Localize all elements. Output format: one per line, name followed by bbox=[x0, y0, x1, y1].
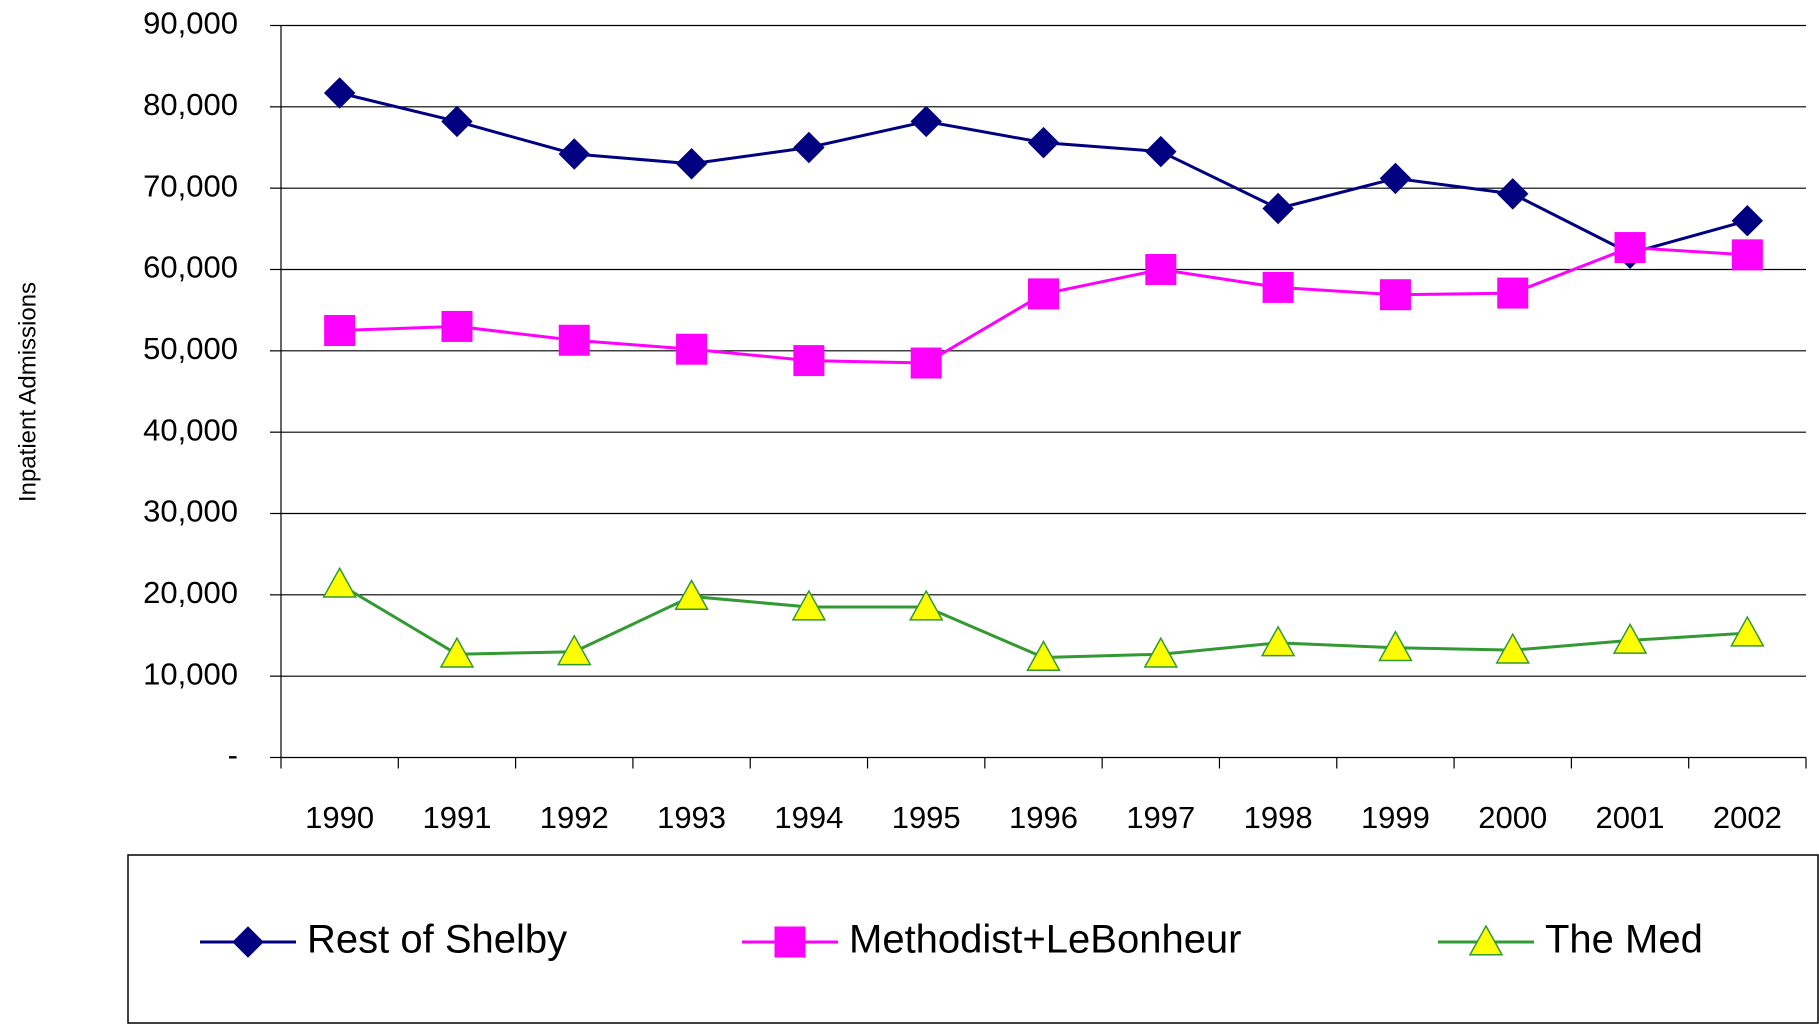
data-point bbox=[1730, 615, 1765, 647]
data-point bbox=[441, 310, 473, 342]
data-point bbox=[1260, 625, 1296, 657]
data-point bbox=[1262, 271, 1294, 303]
y-tick-label: 30,000 bbox=[143, 494, 238, 529]
data-point bbox=[793, 345, 825, 377]
y-tick-label: 70,000 bbox=[143, 168, 238, 203]
data-point bbox=[441, 105, 473, 138]
x-tick-label: 1995 bbox=[892, 800, 961, 835]
x-tick-label: 1991 bbox=[422, 800, 491, 835]
data-point bbox=[1379, 279, 1411, 311]
y-tick-label: 90,000 bbox=[143, 6, 238, 41]
legend-label: The Med bbox=[1545, 918, 1703, 962]
legend-marker bbox=[1468, 924, 1504, 956]
y-tick-label: 80,000 bbox=[143, 87, 238, 122]
x-tick-label: 1998 bbox=[1244, 800, 1313, 835]
legend-label: Methodist+LeBonheur bbox=[849, 918, 1242, 962]
data-point bbox=[1612, 622, 1648, 654]
data-point bbox=[1026, 639, 1061, 672]
y-tick-label: 40,000 bbox=[143, 412, 238, 447]
data-point bbox=[1731, 204, 1764, 237]
x-tick-label: 2001 bbox=[1596, 800, 1665, 835]
legend-label: Rest of Shelby bbox=[307, 918, 567, 962]
y-tick-label: 50,000 bbox=[143, 331, 238, 366]
x-tick-label: 1999 bbox=[1361, 800, 1430, 835]
data-point bbox=[558, 324, 590, 356]
data-point bbox=[1495, 632, 1531, 664]
data-point bbox=[1143, 636, 1179, 668]
legend-box bbox=[127, 854, 1819, 1024]
y-tick-label: 10,000 bbox=[143, 656, 238, 691]
data-point bbox=[1262, 192, 1294, 225]
data-point bbox=[1027, 126, 1060, 159]
data-point bbox=[1028, 278, 1059, 310]
data-point bbox=[323, 77, 356, 109]
y-tick-label: - bbox=[228, 738, 238, 773]
data-point bbox=[1731, 239, 1763, 271]
data-point bbox=[1145, 135, 1177, 168]
data-point bbox=[558, 138, 590, 170]
y-axis-label: Inpatient Admissions bbox=[14, 282, 41, 502]
x-tick-label: 1990 bbox=[305, 800, 374, 835]
data-point bbox=[1145, 254, 1177, 285]
data-point bbox=[1378, 630, 1413, 662]
x-tick-label: 1997 bbox=[1126, 800, 1195, 835]
data-point bbox=[675, 148, 708, 180]
data-point bbox=[439, 636, 475, 668]
data-point bbox=[322, 566, 357, 598]
series-line bbox=[339, 91, 1748, 255]
x-tick-label: 1993 bbox=[657, 800, 726, 835]
y-tick-label: 20,000 bbox=[143, 575, 238, 610]
data-point bbox=[1497, 277, 1529, 309]
x-tick-label: 1994 bbox=[774, 800, 843, 835]
x-tick-label: 1992 bbox=[540, 800, 609, 835]
x-tick-label: 2002 bbox=[1713, 800, 1782, 835]
data-point bbox=[1379, 162, 1412, 195]
x-tick-label: 2000 bbox=[1478, 800, 1547, 835]
data-point bbox=[1614, 232, 1646, 264]
legend-marker bbox=[774, 926, 806, 958]
data-point bbox=[793, 131, 825, 164]
data-point bbox=[556, 634, 592, 666]
data-point bbox=[908, 589, 944, 621]
data-point bbox=[324, 315, 356, 346]
legend-marker bbox=[232, 926, 264, 958]
data-point bbox=[674, 578, 709, 611]
data-point bbox=[910, 347, 942, 379]
x-tick-label: 1996 bbox=[1009, 800, 1078, 835]
data-point bbox=[791, 589, 827, 621]
data-point bbox=[910, 105, 942, 138]
data-point bbox=[1497, 178, 1529, 210]
data-point bbox=[676, 333, 708, 365]
y-tick-label: 60,000 bbox=[143, 250, 238, 285]
